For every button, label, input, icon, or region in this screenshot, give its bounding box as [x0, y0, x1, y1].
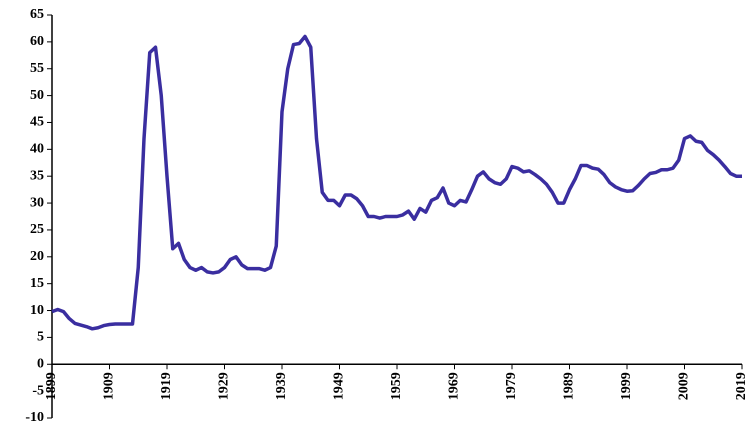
data-line — [51, 34, 742, 331]
x-tick-label: 1959 — [389, 372, 404, 400]
y-tick-label: 65 — [30, 7, 44, 22]
x-tick-label: 1949 — [332, 372, 347, 400]
x-tick-label: 1899 — [44, 372, 59, 400]
y-tick-label: 15 — [30, 276, 44, 291]
x-tick-label: 1939 — [274, 372, 289, 400]
y-tick-label: 25 — [30, 222, 44, 237]
y-tick-label: 45 — [30, 115, 44, 130]
y-tick-label: 0 — [37, 356, 44, 371]
x-tick-label: 1919 — [159, 372, 174, 400]
y-tick-label: 55 — [30, 61, 44, 76]
y-tick-label: -5 — [32, 383, 44, 398]
y-tick-label: 60 — [30, 34, 44, 49]
y-tick-label: 10 — [30, 303, 44, 318]
y-tick-label: 30 — [30, 195, 44, 210]
x-tick-label: 1979 — [504, 372, 519, 400]
y-tick-label: 35 — [30, 168, 44, 183]
y-tick-label: -10 — [25, 410, 44, 425]
x-tick-label: 1999 — [619, 372, 634, 400]
x-tick-label: 1989 — [562, 372, 577, 400]
y-tick-label: 50 — [30, 88, 44, 103]
x-tick-label: 2009 — [677, 372, 692, 400]
x-tick-label: 2019 — [734, 372, 749, 400]
y-tick-label: 5 — [37, 330, 44, 345]
y-tick-label: 20 — [30, 249, 44, 264]
x-tick-label: 1909 — [102, 372, 117, 400]
y-tick-label: 40 — [30, 142, 44, 157]
x-tick-label: 1969 — [447, 372, 462, 400]
x-tick-label: 1929 — [217, 372, 232, 400]
